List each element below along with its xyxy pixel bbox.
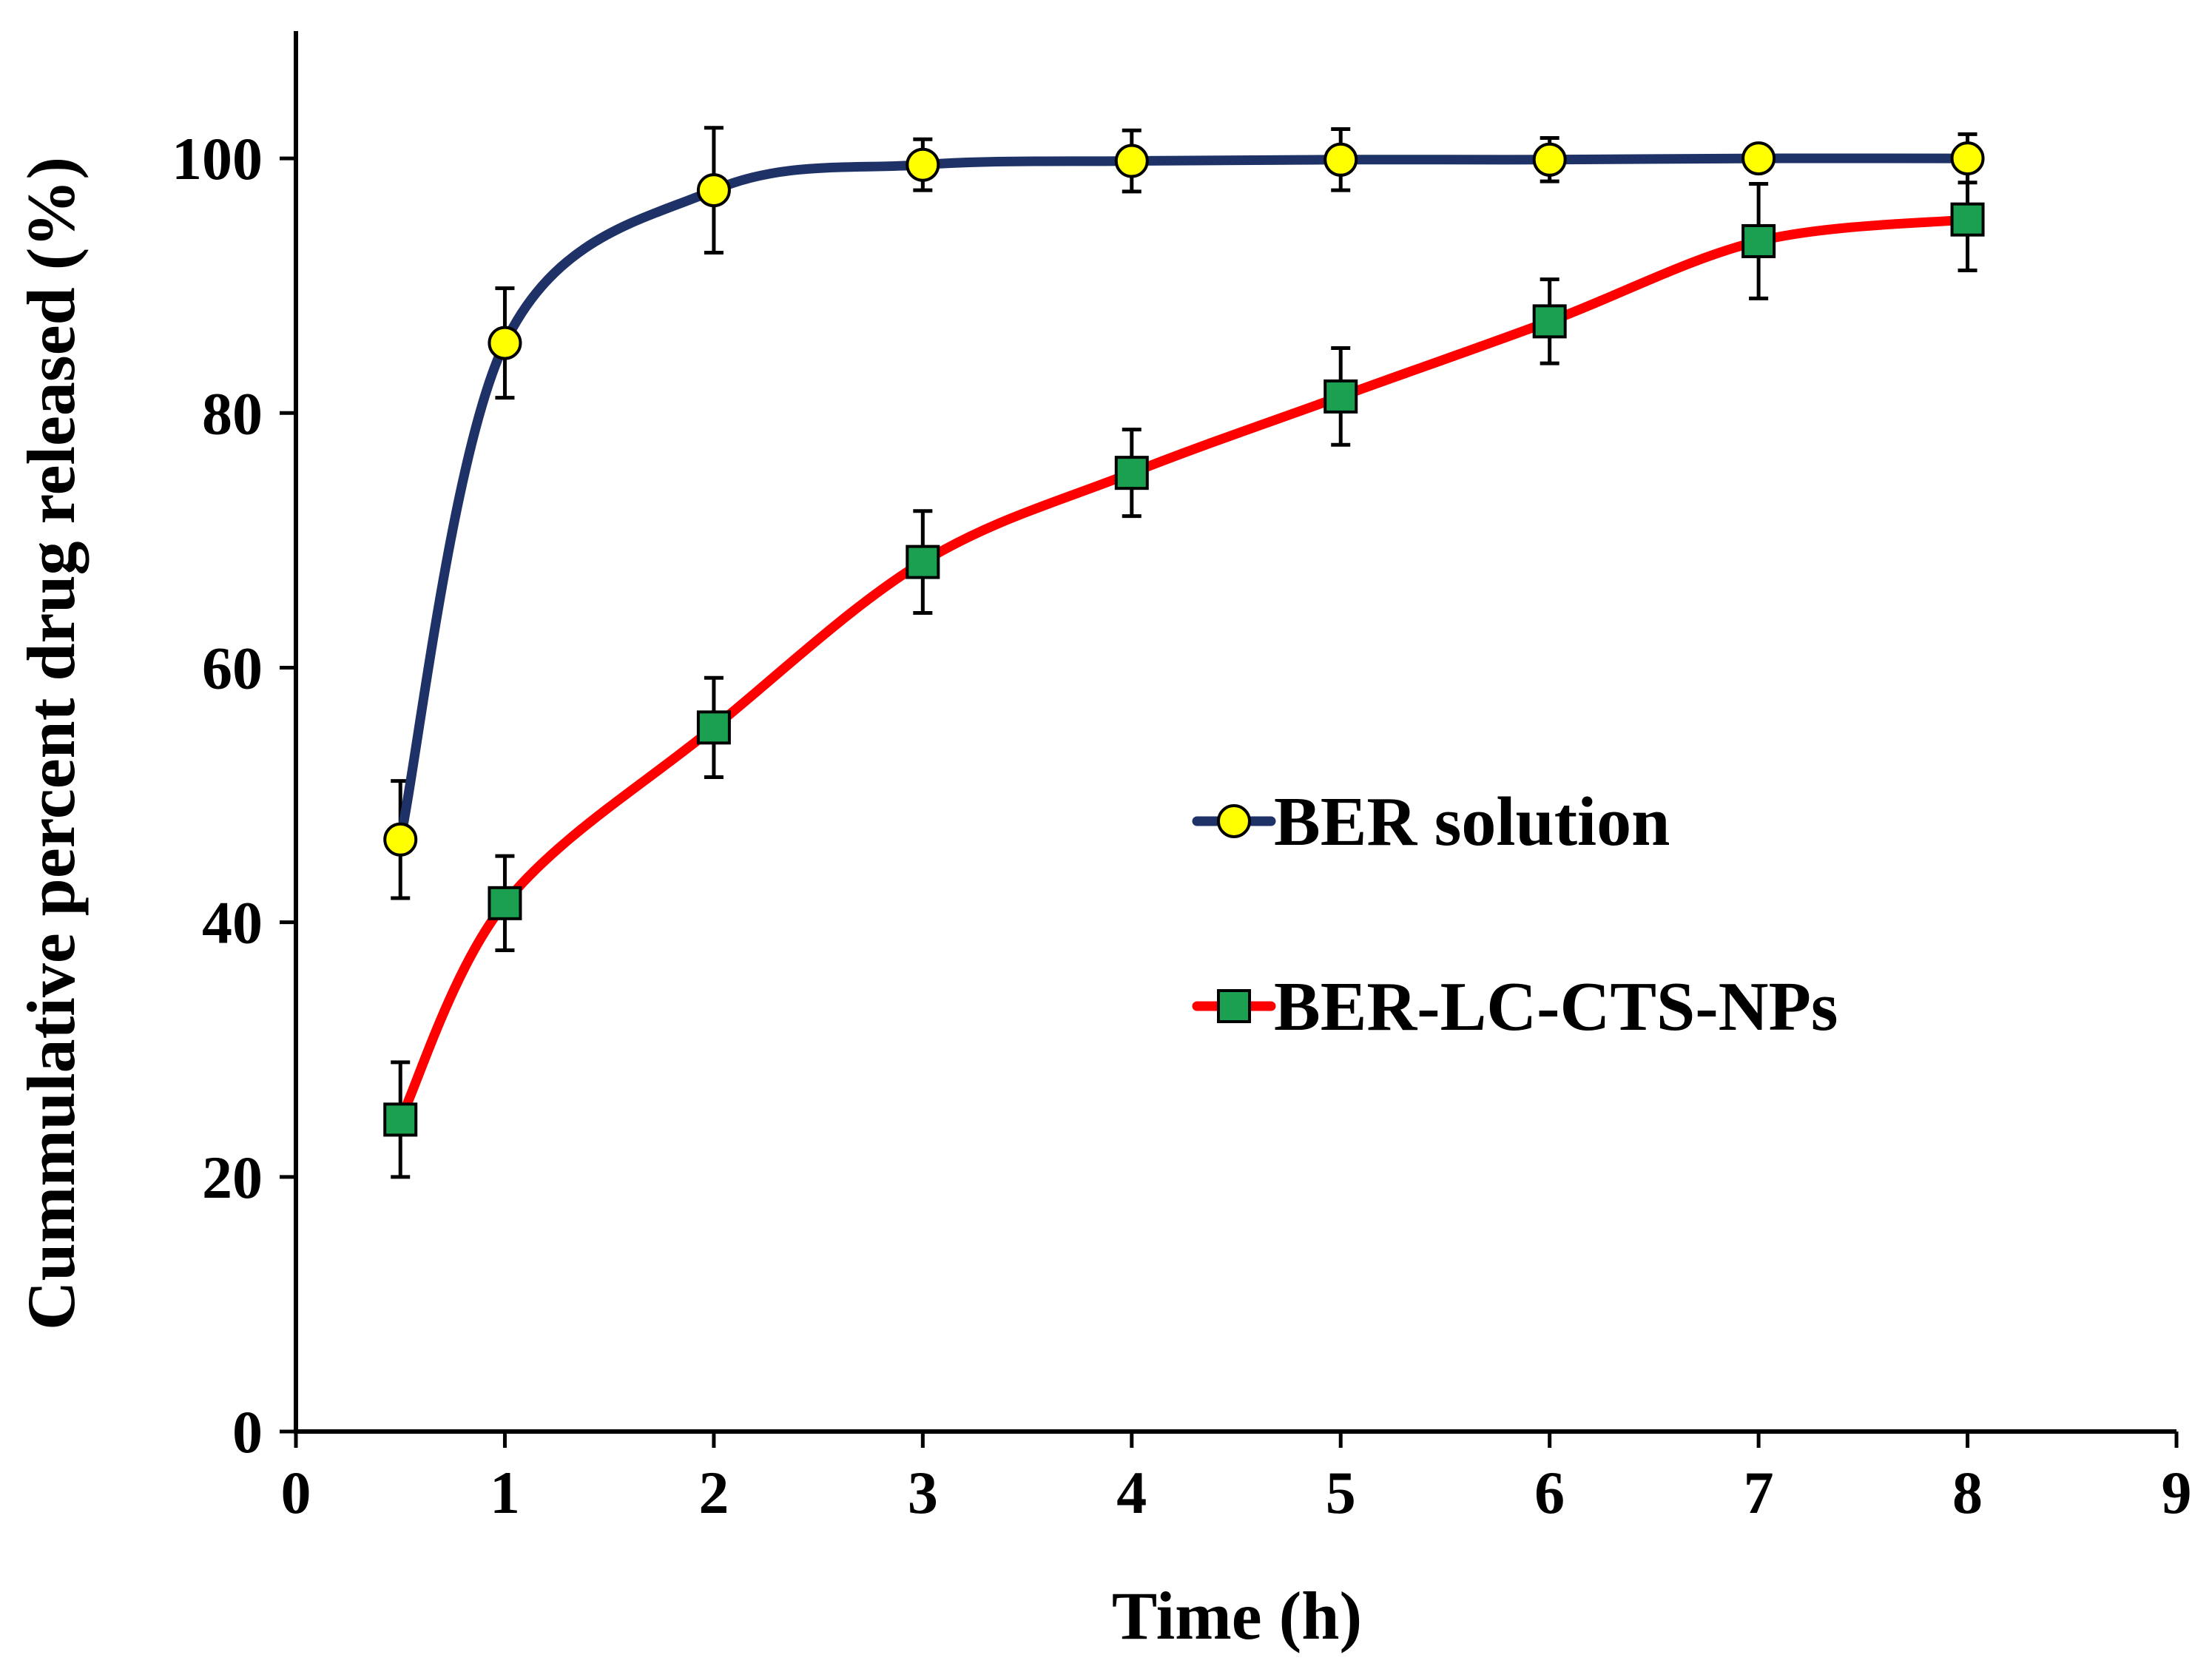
legend: BER solution BER-LC-CTS-NPs: [1192, 783, 1838, 1045]
ber-lc-cts-nps-point: [1532, 304, 1567, 339]
ber-lc-cts-nps-point: [696, 710, 731, 745]
x-axis-title: Time (h): [1112, 1578, 1362, 1653]
ber-solution-point: [383, 822, 418, 857]
x-tick-label: 0: [281, 1459, 311, 1526]
ber-lc-cts-nps-point: [1950, 202, 1985, 237]
ber-lc-cts-nps-point: [906, 544, 940, 579]
x-tick-label: 4: [1116, 1459, 1147, 1526]
y-axis-title: Cummulative percent drug released (%): [13, 157, 89, 1330]
ber-solution-point: [1741, 141, 1776, 176]
x-tick-label: 7: [1744, 1459, 1774, 1526]
x-tick-label: 5: [1326, 1459, 1356, 1526]
ber-solution-point: [1950, 141, 1985, 176]
series-markers: [383, 141, 1985, 1137]
ber-solution-legend-label: BER solution: [1274, 783, 1670, 860]
ber-lc-cts-nps-point: [383, 1102, 418, 1137]
x-tick-label: 2: [698, 1459, 729, 1526]
ber-solution-point: [1324, 142, 1358, 177]
x-tick-label: 1: [490, 1459, 520, 1526]
ber-lc-cts-nps-point: [1114, 456, 1149, 490]
ber-lc-cts-nps-legend-marker: [1217, 989, 1251, 1023]
ber-solution-point: [696, 173, 731, 208]
x-tick-label: 9: [2162, 1459, 2192, 1526]
ber-lc-cts-nps-point: [1741, 223, 1776, 258]
ber-lc-cts-nps-legend-label: BER-LC-CTS-NPs: [1274, 968, 1838, 1045]
ber-lc-cts-nps-point: [1324, 379, 1358, 414]
y-tick-label: 40: [202, 889, 263, 957]
ber-solution-point: [1114, 144, 1149, 178]
x-tick-label: 3: [908, 1459, 938, 1526]
x-tick-label: 6: [1534, 1459, 1565, 1526]
ber-lc-cts-nps-point: [488, 886, 522, 920]
y-tick-label: 0: [232, 1398, 263, 1466]
x-tick-label: 8: [1952, 1459, 1983, 1526]
ber-solution-point: [488, 326, 522, 360]
ber-solution-line: [395, 153, 1973, 845]
y-tick-label: 80: [202, 380, 263, 447]
y-tick-label: 20: [202, 1144, 263, 1211]
ber-solution-point: [906, 147, 940, 182]
y-tick-label: 100: [172, 125, 263, 192]
y-tick-label: 60: [202, 634, 263, 701]
ber-solution-legend-marker: [1217, 804, 1251, 838]
axes: 0 1 2 3 4 5 6 7 8 9 0 20 40 60 80 100: [172, 31, 2192, 1526]
ber-lc-cts-nps-line: [395, 215, 1973, 1125]
ber-solution-point: [1532, 142, 1567, 177]
